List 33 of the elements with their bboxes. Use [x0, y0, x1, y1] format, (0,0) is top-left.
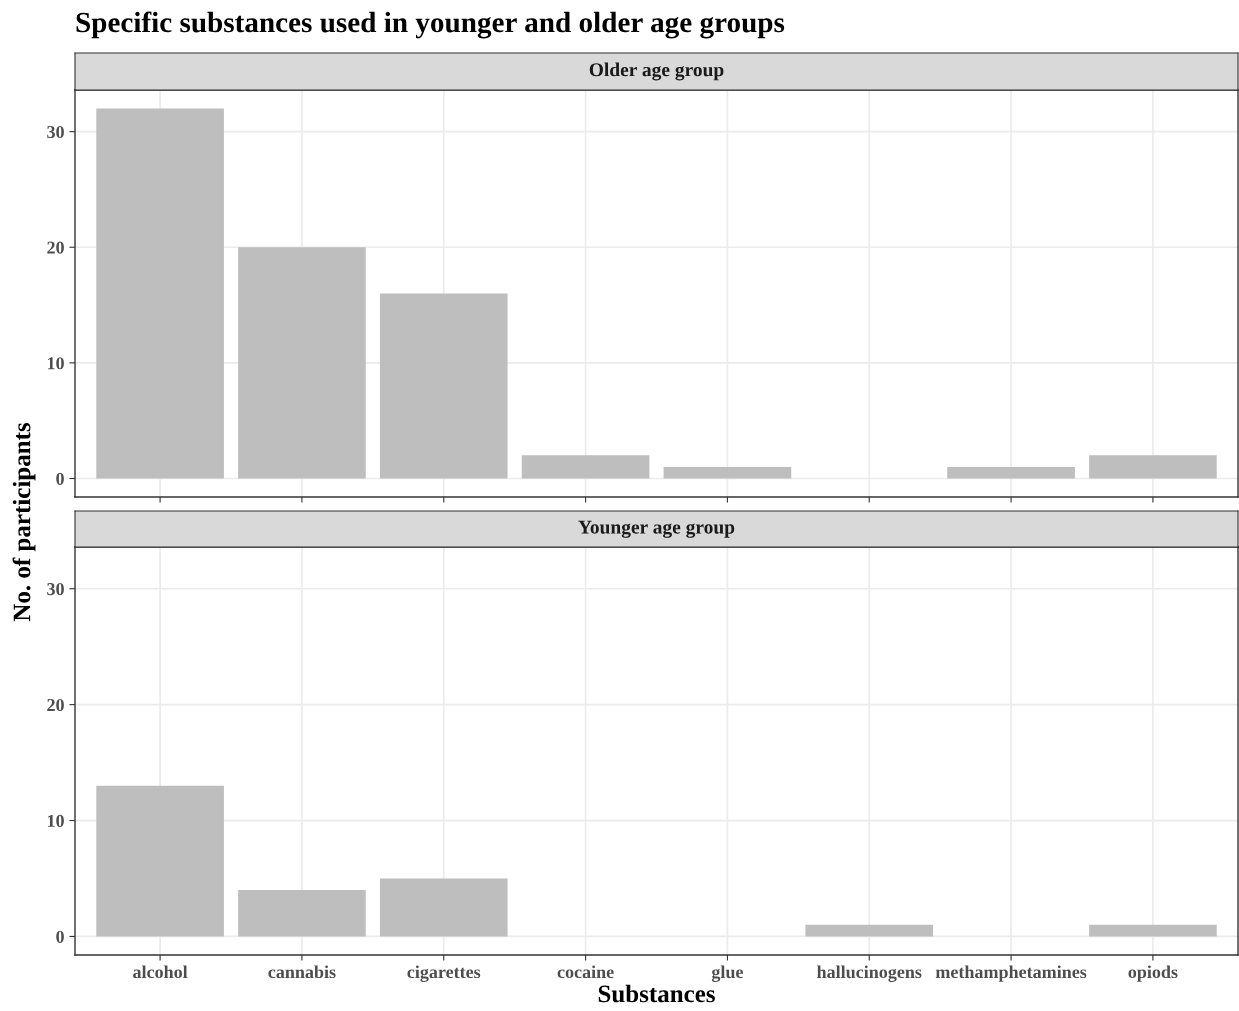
bar: [379, 878, 508, 937]
x-tick-label: cannabis: [268, 965, 336, 979]
x-tick-label: cocaine: [557, 965, 614, 979]
bar: [521, 455, 650, 479]
x-tick-label: hallucinogens: [817, 965, 922, 982]
y-tick-label: 30: [47, 125, 64, 139]
y-tick-label: 0: [56, 930, 64, 943]
y-tick-label: 20: [47, 698, 64, 712]
chart-title: Specific substances used in younger and older age groups: [76, 11, 785, 39]
x-tick-label: methamphetamines: [935, 965, 1087, 982]
x-tick-label: cigarettes: [407, 965, 481, 982]
chart-subtitle: Younger age group: [578, 520, 735, 538]
bar: [1089, 455, 1217, 479]
bar: [96, 108, 224, 479]
y-tick-label: 10: [47, 357, 64, 370]
y-axis-title: No. of participants: [12, 422, 36, 622]
chart-subtitle: Older age group: [589, 62, 724, 81]
bar: [663, 466, 792, 479]
bar: [96, 785, 224, 937]
bar: [238, 247, 366, 479]
bar: [947, 466, 1075, 479]
x-axis-title: Substances: [598, 984, 715, 1003]
bar: [238, 890, 366, 937]
x-tick-label: alcohol: [133, 965, 188, 979]
x-tick-label: opiods: [1128, 965, 1178, 982]
bar: [805, 924, 934, 937]
bar: [1089, 924, 1217, 937]
y-tick-label: 20: [47, 241, 64, 254]
bar: [379, 293, 508, 479]
x-tick-label: glue: [711, 965, 743, 982]
y-tick-label: 30: [47, 582, 64, 596]
y-tick-label: 10: [47, 814, 64, 827]
y-tick-label: 0: [56, 472, 64, 485]
